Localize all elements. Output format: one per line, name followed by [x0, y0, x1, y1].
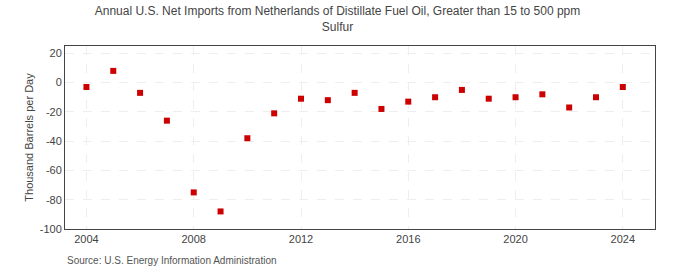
svg-text:2008: 2008 — [181, 233, 205, 245]
svg-text:-40: -40 — [46, 135, 62, 147]
svg-text:-100: -100 — [40, 223, 62, 235]
svg-text:-20: -20 — [46, 106, 62, 118]
svg-text:20: 20 — [50, 47, 62, 59]
svg-text:2012: 2012 — [289, 233, 313, 245]
svg-text:Annual U.S. Net Imports from N: Annual U.S. Net Imports from Netherlands… — [95, 4, 581, 34]
svg-text:Thousand Barrels per Day: Thousand Barrels per Day — [23, 73, 35, 202]
svg-text:Source: U.S. Energy Informatio: Source: U.S. Energy Information Administ… — [67, 255, 277, 266]
svg-text:2024: 2024 — [611, 233, 635, 245]
svg-text:0: 0 — [56, 76, 62, 88]
svg-text:-60: -60 — [46, 164, 62, 176]
svg-text:2016: 2016 — [396, 233, 420, 245]
svg-text:-80: -80 — [46, 194, 62, 206]
svg-text:2020: 2020 — [503, 233, 527, 245]
svg-text:2004: 2004 — [74, 233, 98, 245]
